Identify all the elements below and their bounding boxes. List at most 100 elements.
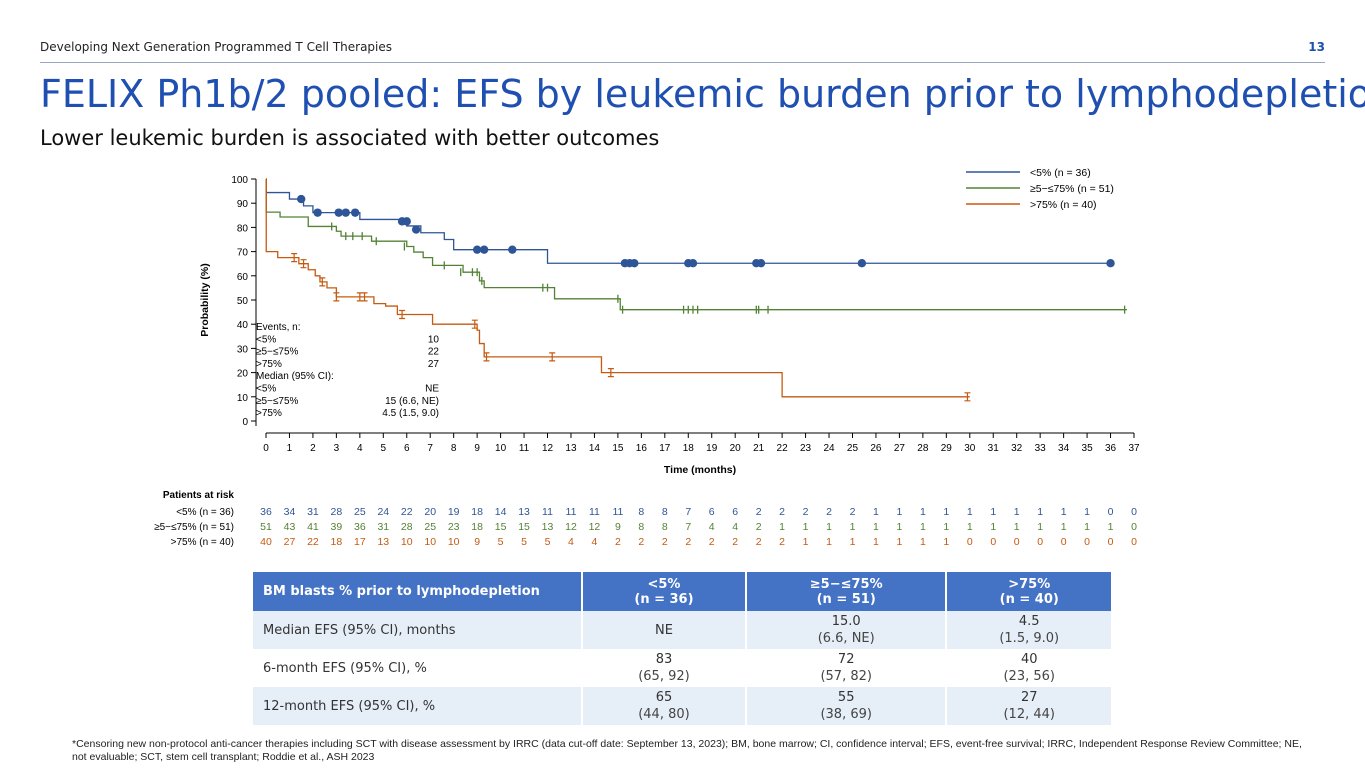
risk-count: 0 [1108,506,1114,518]
risk-count: 9 [615,521,621,533]
y-tick-label: 10 [237,393,249,404]
x-tick-label: 17 [659,443,671,454]
table-row: 12-month EFS (95% CI), % 65 (44, 80) 55 (3… [253,687,1113,725]
risk-count: 1 [826,521,832,533]
legend-label: <5% (n = 36) [1030,167,1091,179]
x-tick-label: 27 [894,443,906,454]
x-tick-label: 23 [800,443,812,454]
risk-count: 1 [826,536,832,548]
risk-count: 8 [638,506,644,518]
table-header-cell: >75% (n = 40) [946,572,1113,611]
legend-label: >75% (n = 40) [1030,199,1097,211]
risk-count: 36 [354,521,366,533]
risk-count: 28 [331,506,343,518]
risk-count: 25 [424,521,436,533]
x-tick-label: 33 [1035,443,1047,454]
risk-count: 43 [284,521,296,533]
y-tick-label: 80 [237,223,249,234]
risk-count: 51 [260,521,272,533]
censor-dot [341,208,350,217]
table-row: Median EFS (95% CI), months NE 15.0 (6.6,… [253,611,1113,649]
x-tick-label: 36 [1105,443,1117,454]
risk-count: 40 [260,536,272,548]
x-tick-label: 18 [683,443,695,454]
risk-count: 18 [331,536,343,548]
risk-row-label: <5% (n = 36) [176,507,234,518]
slide-title: FELIX Ph1b/2 pooled: EFS by leukemic bur… [40,72,1365,116]
risk-count: 2 [638,536,644,548]
legend-label: ≥5−≤75% (n = 51) [1030,183,1114,195]
events-label: >75% [256,408,282,419]
censor-errorbar [607,368,614,378]
censor-dot [1106,259,1115,268]
risk-count: 12 [565,521,577,533]
risk-count: 4 [568,536,574,548]
x-tick-label: 5 [381,443,387,454]
censor-dot [402,217,411,226]
risk-count: 18 [471,506,483,518]
x-tick-label: 12 [542,443,554,454]
y-tick-label: 60 [237,272,249,283]
risk-count: 12 [589,521,601,533]
risk-count: 1 [943,521,949,533]
risk-count: 1 [873,536,879,548]
risk-count: 15 [495,521,507,533]
risk-count: 4 [592,536,598,548]
risk-count: 13 [377,536,389,548]
row-label: Median EFS (95% CI), months [253,611,583,649]
censor-errorbar [483,352,490,362]
risk-count: 2 [709,536,715,548]
risk-count: 24 [377,506,389,518]
censor-dot [313,208,322,217]
risk-count: 1 [990,506,996,518]
censor-errorbar [291,253,298,263]
censor-dot [350,208,360,217]
x-tick-label: 8 [451,443,457,454]
x-tick-label: 2 [310,443,316,454]
y-axis-label: Probability (%) [199,263,211,337]
row-label: 6-month EFS (95% CI), % [253,649,583,687]
efs-table: BM blasts % prior to lymphodepletion <5%… [253,572,1113,725]
risk-count: 1 [1037,521,1043,533]
risk-count: 5 [498,536,504,548]
x-tick-label: 9 [474,443,480,454]
risk-count: 0 [1037,536,1043,548]
table-cell: 15.0 (6.6, NE) [745,611,948,649]
y-tick-label: 30 [237,344,249,355]
risk-count: 1 [1061,506,1067,518]
risk-count: 1 [803,521,809,533]
x-tick-label: 28 [917,443,929,454]
x-tick-label: 1 [287,443,293,454]
risk-count: 0 [1061,536,1067,548]
table-header-row: BM blasts % prior to lymphodepletion <5%… [253,572,1113,611]
table-cell: 55 (38, 69) [745,687,948,725]
events-label: ≥5−≤75% [256,396,299,407]
risk-count: 1 [896,521,902,533]
risk-count: 17 [354,536,366,548]
x-tick-label: 22 [777,443,789,454]
table-cell: 4.5 (1.5, 9.0) [946,611,1113,649]
risk-count: 2 [779,536,785,548]
risk-count: 13 [542,521,554,533]
risk-count: 0 [1014,536,1020,548]
risk-count: 0 [990,536,996,548]
censor-dot [296,194,306,204]
risk-count: 1 [1037,506,1043,518]
risk-count: 2 [779,506,785,518]
x-tick-label: 4 [357,443,363,454]
risk-count: 1 [1084,521,1090,533]
x-tick-label: 30 [964,443,976,454]
censor-errorbar [399,309,406,320]
x-tick-label: 3 [334,443,340,454]
risk-count: 1 [920,521,926,533]
risk-count: 0 [1131,506,1137,518]
table-header-cell: BM blasts % prior to lymphodepletion [253,572,583,611]
risk-count: 11 [612,506,623,518]
x-axis-label: Time (months) [664,464,736,476]
risk-count: 2 [826,506,832,518]
table-cell: 27 (12, 44) [946,687,1113,725]
risk-count: 13 [518,506,530,518]
risk-count: 8 [638,521,644,533]
risk-count: 4 [732,521,738,533]
